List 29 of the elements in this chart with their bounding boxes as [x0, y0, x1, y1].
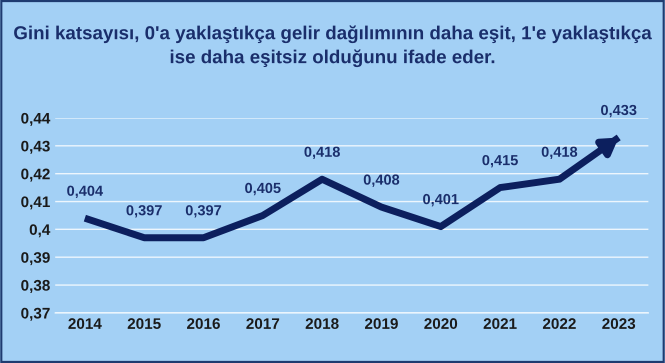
data-label: 0,415 — [482, 154, 518, 168]
y-tick-label: 0,44 — [21, 112, 50, 126]
chart-title: Gini katsayısı, 0'a yaklaştıkça gelir dağılımının daha eşit, 1'e yaklaştıkça ise daha eşitsiz olduğunu ifade eder. — [14, 25, 652, 68]
y-tick-label: 0,42 — [21, 168, 50, 182]
data-label: 0,418 — [304, 146, 340, 160]
data-label: 0,433 — [601, 104, 636, 118]
data-label: 0,401 — [423, 194, 459, 206]
y-tick-label: 0,38 — [21, 280, 50, 293]
x-tick-label: 2023 — [602, 318, 636, 330]
y-tick-label: 0,39 — [21, 252, 50, 266]
x-tick-label: 2022 — [542, 318, 576, 329]
x-tick-label: 2019 — [364, 318, 398, 329]
data-label: 0,404 — [67, 186, 104, 198]
data-label: 0,397 — [126, 205, 162, 218]
x-tick-label: 2021 — [484, 318, 517, 329]
x-tick-label: 2015 — [128, 318, 161, 329]
x-tick-label: 2017 — [246, 318, 280, 329]
y-tick-label: 0,41 — [21, 196, 50, 210]
x-tick-label: 2014 — [68, 318, 102, 329]
data-label: 0,405 — [245, 182, 281, 196]
y-tick-label: 0,37 — [21, 308, 50, 321]
y-tick-label: 0,43 — [21, 140, 50, 154]
x-tick-label: 2016 — [187, 318, 220, 329]
x-tick-label: 2018 — [306, 318, 339, 329]
y-tick-label: 0,4 — [30, 224, 50, 238]
x-tick-label: 2020 — [424, 318, 458, 329]
data-label: 0,418 — [542, 146, 578, 160]
data-label: 0,397 — [186, 205, 222, 218]
data-label: 0,408 — [364, 174, 400, 187]
